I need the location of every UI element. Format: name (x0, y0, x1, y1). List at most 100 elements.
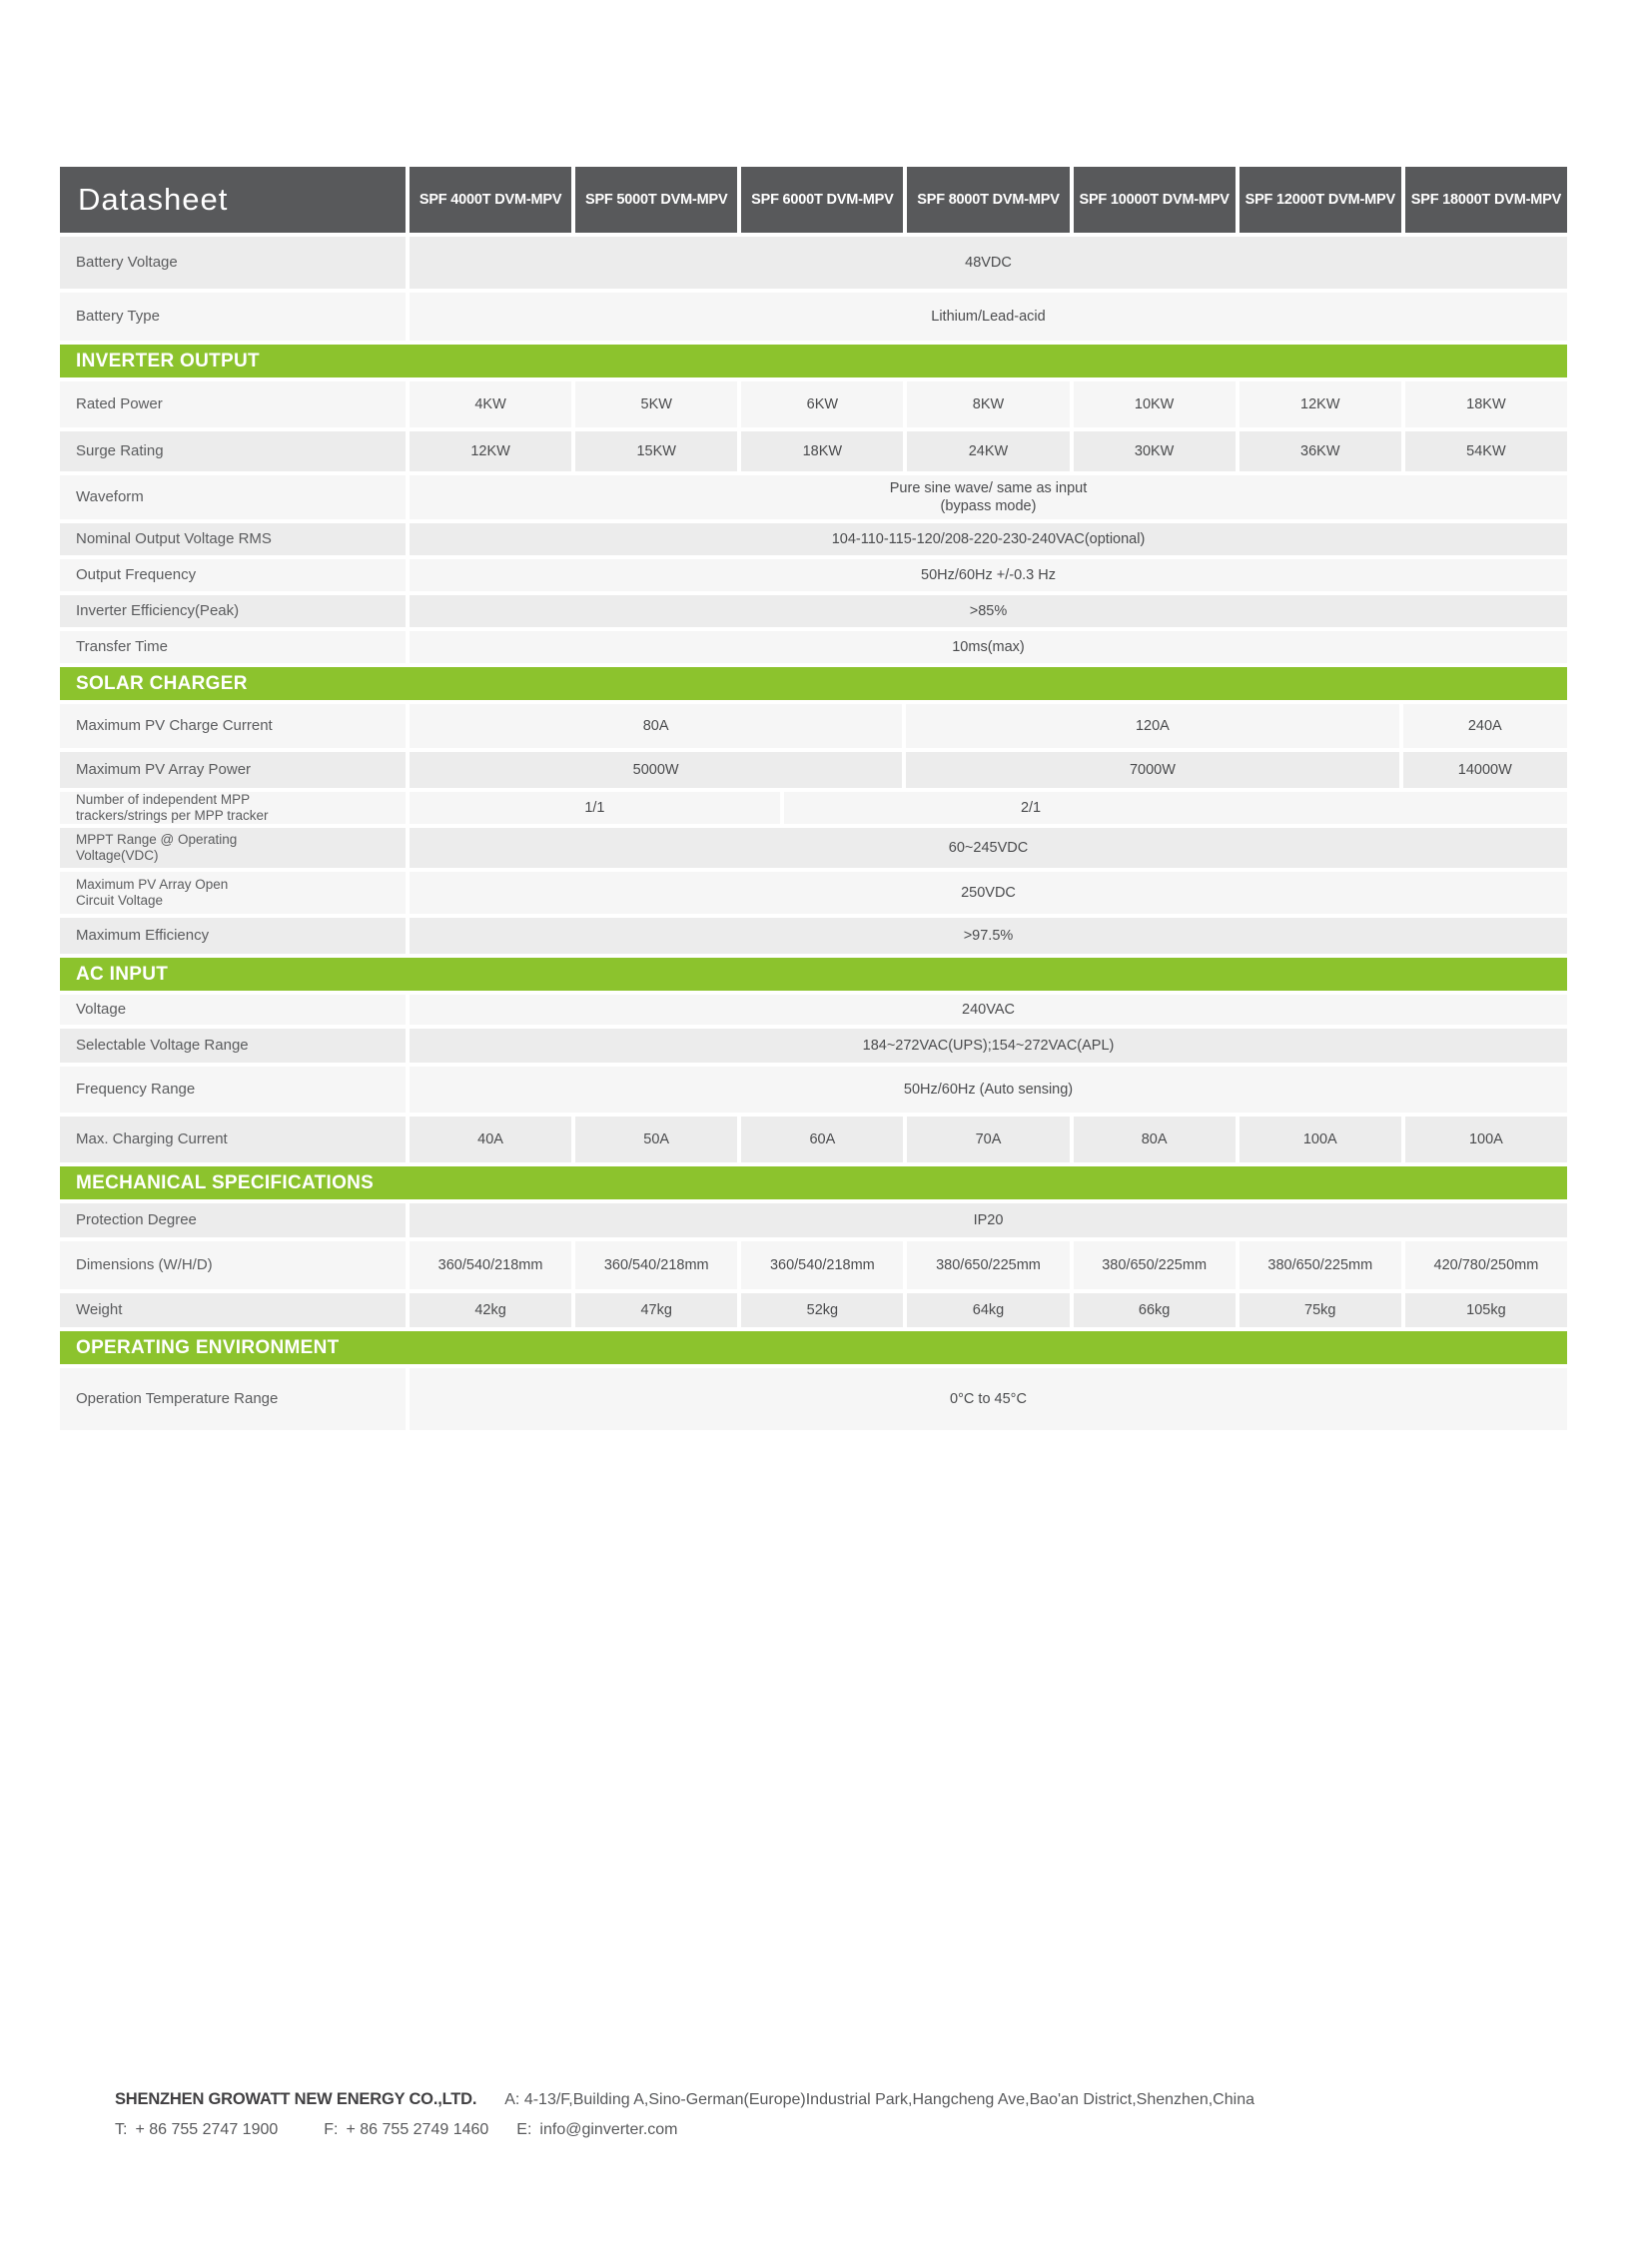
spec-value: 2/1 (783, 792, 1567, 824)
spec-value: 47kg (575, 1293, 738, 1327)
footer-phone-label: T: (115, 2121, 128, 2138)
spec-value: 1/1 (410, 792, 780, 824)
product-header-1: SPF 4000T DVM-MPV (410, 167, 572, 233)
row-max-charging-current: Max. Charging Current 40A 50A 60A 70A 80… (60, 1117, 1567, 1162)
spec-value: 7000W (906, 752, 1399, 788)
row-selectable-voltage-range: Selectable Voltage Range 184~272VAC(UPS)… (60, 1029, 1567, 1063)
spec-label: Protection Degree (60, 1203, 406, 1237)
table-header-row: Datasheet SPF 4000T DVM-MPV SPF 5000T DV… (60, 167, 1567, 233)
row-frequency-range: Frequency Range 50Hz/60Hz (Auto sensing) (60, 1067, 1567, 1113)
spec-value: 420/780/250mm (1404, 1241, 1567, 1289)
spec-value: 104-110-115-120/208-220-230-240VAC(optio… (410, 523, 1567, 555)
spec-label: Maximum PV Array Open Circuit Voltage (60, 872, 406, 914)
footer-email: E: info@ginverter.com (516, 2121, 677, 2139)
spec-value: 380/650/225mm (907, 1241, 1070, 1289)
spec-value: 8KW (907, 381, 1070, 427)
row-max-pv-open-circuit-voltage: Maximum PV Array Open Circuit Voltage 25… (60, 872, 1567, 914)
spec-value: 15KW (575, 431, 738, 471)
spec-value: >97.5% (410, 918, 1567, 954)
spec-label: Rated Power (60, 381, 406, 427)
label-line-1: Number of independent MPP (76, 792, 251, 808)
spec-value: 360/540/218mm (410, 1241, 572, 1289)
product-header-5: SPF 10000T DVM-MPV (1073, 167, 1236, 233)
row-inverter-efficiency: Inverter Efficiency(Peak) >85% (60, 595, 1567, 627)
row-battery-type: Battery Type Lithium/Lead-acid (60, 293, 1567, 341)
footer-fax-label: F: (324, 2121, 339, 2138)
spec-value: 360/540/218mm (741, 1241, 904, 1289)
footer-address-value: 4-13/F,Building A,Sino-German(Europe)Ind… (523, 2091, 1254, 2108)
row-surge-rating: Surge Rating 12KW 15KW 18KW 24KW 30KW 36… (60, 431, 1567, 471)
row-mppt-range: MPPT Range @ Operating Voltage(VDC) 60~2… (60, 828, 1567, 868)
spec-value: 120A (906, 704, 1399, 748)
spec-value: 54KW (1404, 431, 1567, 471)
spec-value: 14000W (1402, 752, 1567, 788)
spec-value: 60~245VDC (410, 828, 1567, 868)
spec-value: 12KW (410, 431, 572, 471)
footer-address: A: 4-13/F,Building A,Sino-German(Europe)… (504, 2091, 1254, 2109)
spec-value: 380/650/225mm (1073, 1241, 1236, 1289)
spec-label: Max. Charging Current (60, 1117, 406, 1162)
row-nominal-output-voltage: Nominal Output Voltage RMS 104-110-115-1… (60, 523, 1567, 555)
datasheet-title: Datasheet (60, 167, 406, 233)
spec-value: 10ms(max) (410, 631, 1567, 663)
spec-value: 360/540/218mm (575, 1241, 738, 1289)
spec-value: 66kg (1073, 1293, 1236, 1327)
spec-label: Battery Voltage (60, 237, 406, 289)
spec-value: 50Hz/60Hz +/-0.3 Hz (410, 559, 1567, 591)
spec-label: Battery Type (60, 293, 406, 341)
footer-fax: F: + 86 755 2749 1460 (324, 2121, 488, 2139)
spec-value: 6KW (741, 381, 904, 427)
spec-label: Dimensions (W/H/D) (60, 1241, 406, 1289)
row-maximum-efficiency: Maximum Efficiency >97.5% (60, 918, 1567, 954)
spec-label: Number of independent MPP trackers/strin… (60, 792, 406, 824)
spec-value: 380/650/225mm (1239, 1241, 1401, 1289)
waveform-line-2: (bypass mode) (940, 498, 1037, 514)
spec-label: Selectable Voltage Range (60, 1029, 406, 1063)
product-header-6: SPF 12000T DVM-MPV (1239, 167, 1401, 233)
spec-value: 50A (575, 1117, 738, 1162)
section-inverter-output: INVERTER OUTPUT (60, 345, 1567, 377)
product-header-7: SPF 18000T DVM-MPV (1404, 167, 1567, 233)
spec-label: Frequency Range (60, 1067, 406, 1113)
spec-value: 250VDC (410, 872, 1567, 914)
label-line-2: Voltage(VDC) (76, 848, 159, 863)
product-header-2: SPF 5000T DVM-MPV (575, 167, 738, 233)
spec-value: 0°C to 45°C (410, 1368, 1567, 1430)
spec-value: 12KW (1239, 381, 1401, 427)
row-waveform: Waveform Pure sine wave/ same as input (… (60, 475, 1567, 519)
row-rated-power: Rated Power 4KW 5KW 6KW 8KW 10KW 12KW 18… (60, 381, 1567, 427)
spec-label: Weight (60, 1293, 406, 1327)
row-max-pv-charge-current: Maximum PV Charge Current 80A 120A 240A (60, 704, 1567, 748)
spec-label: Inverter Efficiency(Peak) (60, 595, 406, 627)
row-weight: Weight 42kg 47kg 52kg 64kg 66kg 75kg 105… (60, 1293, 1567, 1327)
label-line-1: Maximum PV Array Open (76, 877, 229, 893)
spec-value: 64kg (907, 1293, 1070, 1327)
spec-label: Transfer Time (60, 631, 406, 663)
footer-line-1: SHENZHEN GROWATT NEW ENERGY CO.,LTD. A: … (115, 2090, 1543, 2109)
product-header-4: SPF 8000T DVM-MPV (907, 167, 1070, 233)
spec-value: 100A (1404, 1117, 1567, 1162)
footer-line-2: T: + 86 755 2747 1900 F: + 86 755 2749 1… (115, 2121, 1543, 2139)
spec-value: 42kg (410, 1293, 572, 1327)
row-mpp-trackers: Number of independent MPP trackers/strin… (60, 792, 1567, 824)
section-mechanical-specifications: MECHANICAL SPECIFICATIONS (60, 1166, 1567, 1199)
waveform-line-1: Pure sine wave/ same as input (889, 479, 1088, 496)
spec-value: 24KW (907, 431, 1070, 471)
row-battery-voltage: Battery Voltage 48VDC (60, 237, 1567, 289)
row-transfer-time: Transfer Time 10ms(max) (60, 631, 1567, 663)
spec-value: 75kg (1239, 1293, 1401, 1327)
spec-value: 5KW (575, 381, 738, 427)
spec-label: Maximum Efficiency (60, 918, 406, 954)
product-header-3: SPF 6000T DVM-MPV (741, 167, 904, 233)
spec-label: Waveform (60, 475, 406, 519)
row-protection-degree: Protection Degree IP20 (60, 1203, 1567, 1237)
row-output-frequency: Output Frequency 50Hz/60Hz +/-0.3 Hz (60, 559, 1567, 591)
footer-email-value: info@ginverter.com (539, 2121, 678, 2138)
footer-address-label: A: (504, 2091, 520, 2108)
row-operation-temperature-range: Operation Temperature Range 0°C to 45°C (60, 1368, 1567, 1430)
spec-value: 48VDC (410, 237, 1567, 289)
spec-value: 52kg (741, 1293, 904, 1327)
spec-value: 105kg (1404, 1293, 1567, 1327)
spec-label: Output Frequency (60, 559, 406, 591)
